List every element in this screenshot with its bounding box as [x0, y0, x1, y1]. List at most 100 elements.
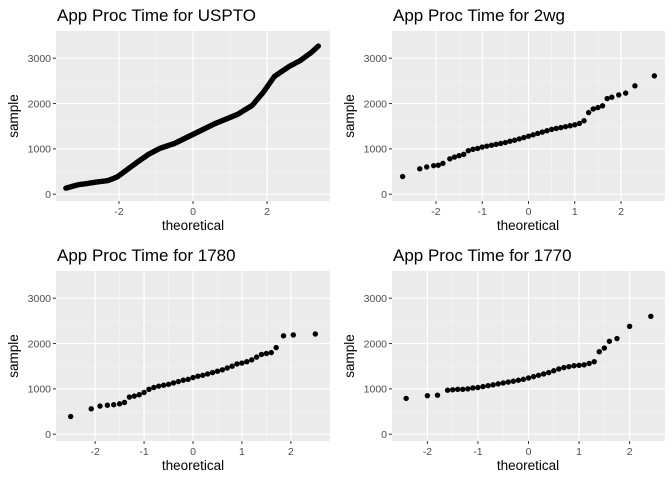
- gridlines: [56, 271, 330, 441]
- data-point: [417, 166, 423, 172]
- data-point: [576, 362, 582, 368]
- data-point: [546, 369, 552, 376]
- data-point: [576, 120, 583, 127]
- panel-title: App Proc Time for 1780: [57, 246, 236, 265]
- data-point: [219, 367, 226, 373]
- data-point: [521, 134, 527, 141]
- data-points: [63, 43, 321, 191]
- data-point: [456, 152, 462, 159]
- y-tick-label: 1000: [364, 384, 388, 396]
- data-point: [591, 358, 597, 365]
- data-point: [567, 123, 573, 129]
- x-tick-label: -2: [423, 446, 432, 458]
- data-point: [596, 348, 602, 355]
- x-tick-label: 0: [526, 446, 532, 458]
- data-point: [488, 142, 495, 148]
- data-point: [511, 137, 518, 143]
- x-tick-label: 0: [526, 206, 532, 218]
- data-point: [263, 350, 270, 357]
- data-point: [553, 125, 559, 132]
- y-tick-label: 3000: [28, 293, 52, 305]
- data-point: [435, 162, 441, 168]
- data-point: [315, 43, 321, 49]
- x-axis-label: theoretical: [162, 458, 224, 473]
- x-axis-label: theoretical: [497, 458, 559, 473]
- x-axis-label: theoretical: [162, 218, 224, 233]
- data-point: [475, 384, 481, 391]
- data-point: [67, 413, 74, 420]
- x-axis-ticks: -2 -1 0 1 2: [90, 441, 294, 458]
- data-point: [234, 361, 240, 367]
- x-tick-label: -1: [139, 446, 148, 458]
- data-point: [474, 145, 481, 152]
- data-point: [126, 394, 133, 400]
- data-point: [116, 401, 123, 407]
- y-tick-label: 0: [45, 189, 51, 201]
- data-point: [447, 156, 453, 162]
- data-point: [156, 383, 162, 389]
- data-point: [590, 106, 596, 112]
- data-point: [544, 128, 550, 134]
- data-points: [399, 73, 658, 180]
- data-point: [535, 372, 542, 378]
- y-axis-label: sample: [342, 94, 357, 138]
- data-point: [485, 382, 491, 389]
- data-point: [258, 351, 265, 358]
- qq-panel-2wg: App Proc Time for 2wg 0 1000 2000 3000 -2 -1…: [342, 6, 665, 233]
- data-point: [280, 333, 287, 339]
- data-point: [507, 138, 513, 144]
- data-point: [461, 151, 467, 158]
- data-point: [141, 389, 147, 396]
- data-point: [651, 73, 658, 79]
- data-point: [175, 378, 182, 385]
- data-point: [451, 154, 458, 160]
- x-tick-label: -2: [90, 446, 99, 458]
- data-point: [104, 402, 111, 408]
- data-point: [465, 386, 471, 392]
- data-point: [632, 83, 638, 89]
- data-point: [209, 369, 216, 376]
- data-point: [136, 392, 142, 398]
- data-point: [525, 375, 532, 381]
- data-point: [599, 103, 606, 109]
- x-tick-label: 0: [190, 446, 196, 458]
- y-axis-ticks: 0 1000 2000 3000: [364, 293, 392, 441]
- x-tick-label: 2: [627, 446, 633, 458]
- data-points: [403, 313, 654, 402]
- x-tick-label: -2: [431, 206, 440, 218]
- y-tick-label: 1000: [28, 144, 52, 156]
- data-point: [561, 364, 567, 371]
- y-tick-label: 3000: [364, 53, 388, 65]
- x-tick-label: -1: [478, 206, 487, 218]
- data-point: [239, 360, 245, 366]
- data-point: [465, 147, 472, 154]
- data-point: [516, 136, 522, 142]
- data-point: [586, 360, 592, 367]
- gridlines: [392, 31, 665, 201]
- x-tick-label: 0: [190, 206, 196, 218]
- x-tick-label: -1: [473, 446, 482, 458]
- data-point: [312, 331, 319, 337]
- data-point: [160, 382, 167, 388]
- x-tick-label: 1: [572, 206, 578, 218]
- data-point: [622, 90, 629, 96]
- data-point: [131, 393, 137, 399]
- data-point: [484, 143, 490, 149]
- data-point: [548, 126, 555, 133]
- data-point: [224, 365, 230, 371]
- data-point: [403, 395, 409, 402]
- y-axis-label: sample: [6, 334, 21, 378]
- data-point: [444, 387, 451, 393]
- data-point: [530, 373, 537, 380]
- y-tick-label: 3000: [364, 293, 388, 305]
- data-point: [424, 392, 431, 399]
- data-points: [67, 331, 319, 420]
- data-point: [490, 382, 496, 388]
- y-tick-label: 2000: [364, 98, 388, 110]
- data-point: [616, 92, 622, 98]
- data-point: [214, 368, 221, 374]
- y-tick-label: 0: [45, 429, 51, 441]
- y-tick-label: 0: [381, 189, 387, 201]
- data-point: [455, 386, 461, 393]
